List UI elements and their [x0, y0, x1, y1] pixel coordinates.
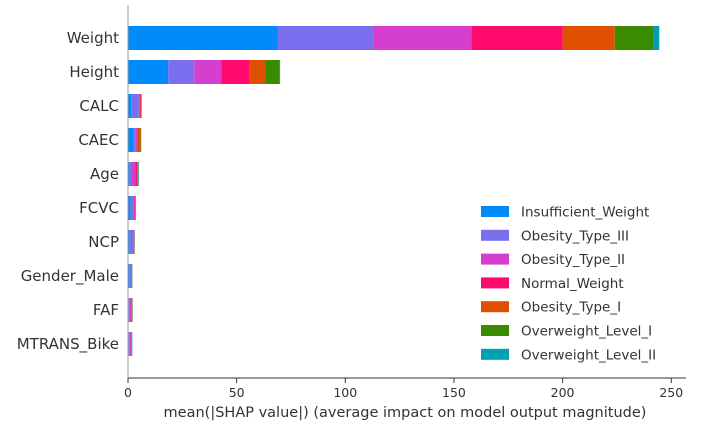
bar-Gender_Male-Obesity_Type_II	[131, 264, 132, 288]
feature-label: FCVC	[79, 199, 119, 217]
feature-label: Height	[69, 63, 119, 81]
bar-FAF-Obesity_Type_II	[129, 298, 132, 322]
legend-swatch	[481, 325, 509, 336]
bar-CALC-Normal_Weight	[139, 94, 141, 118]
legend-swatch	[481, 348, 509, 360]
bar-CAEC-Normal_Weight	[137, 128, 138, 152]
bar-Age-Overweight_Level_I	[137, 162, 139, 186]
bar-Age-Obesity_Type_III	[129, 162, 132, 186]
bar-FCVC-Obesity_Type_III	[130, 196, 134, 220]
bar-Age-Obesity_Type_II	[131, 162, 136, 186]
bar-FCVC-Insufficient_Weight	[128, 196, 131, 220]
feature-label: CALC	[79, 97, 119, 115]
bar-NCP-Obesity_Type_III	[129, 230, 134, 254]
feature-label: FAF	[93, 301, 119, 319]
legend-label: Obesity_Type_I	[521, 300, 621, 316]
feature-label: Gender_Male	[21, 267, 119, 286]
bar-CAEC-Obesity_Type_I	[137, 128, 141, 152]
bar-MTRANS_Bike-Obesity_Type_II	[129, 332, 132, 356]
x-tick-label: 200	[551, 385, 575, 400]
bar-Gender_Male-Obesity_Type_III	[129, 264, 132, 288]
x-axis-label: mean(|SHAP value|) (average impact on mo…	[164, 405, 647, 421]
bar-CAEC-Obesity_Type_II	[135, 128, 138, 152]
bar-Height-Obesity_Type_III	[168, 60, 195, 84]
legend-swatch	[481, 206, 509, 217]
bar-Age-Insufficient_Weight	[128, 162, 130, 186]
bar-NCP-Obesity_Type_II	[133, 230, 135, 254]
bar-Gender_Male-Insufficient_Weight	[128, 264, 130, 288]
bar-Age-Obesity_Type_I	[137, 162, 138, 186]
legend-swatch	[481, 277, 509, 289]
bar-CALC-Obesity_Type_III	[131, 94, 139, 118]
bar-Height-Normal_Weight	[221, 60, 250, 84]
legend-swatch	[481, 253, 509, 265]
bar-FAF-Obesity_Type_III	[128, 298, 130, 322]
bar-Height-Obesity_Type_I	[249, 60, 266, 84]
bar-Weight-Overweight_Level_II	[653, 26, 660, 50]
legend-label: Overweight_Level_II	[521, 347, 656, 363]
legend-label: Overweight_Level_I	[521, 324, 652, 340]
legend-label: Obesity_Type_II	[521, 252, 625, 268]
feature-labels: Weight Height CALC CAEC Age FCVC NCP Gender_Mal…	[17, 29, 119, 354]
x-tick-label: 50	[229, 385, 245, 400]
bar-CALC-Obesity_Type_II	[138, 94, 140, 118]
feature-label: Age	[90, 165, 119, 183]
bar-CALC-Insufficient_Weight	[128, 94, 132, 118]
bar-CAEC-Obesity_Type_III	[133, 128, 136, 152]
feature-label: CAEC	[78, 131, 119, 149]
legend-label: Normal_Weight	[521, 276, 624, 292]
bar-Height-Insufficient_Weight	[128, 60, 169, 84]
legend: Insufficient_Weight Obesity_Type_III Obesi…	[481, 205, 656, 363]
bar-Height-Obesity_Type_II	[194, 60, 222, 84]
legend-label: Obesity_Type_III	[521, 228, 629, 244]
bar-Weight-Normal_Weight	[471, 26, 563, 50]
bar-Weight-Overweight_Level_I	[614, 26, 654, 50]
bar-layer	[128, 26, 660, 356]
feature-label: NCP	[88, 233, 119, 251]
bar-Weight-Insufficient_Weight	[128, 26, 278, 50]
x-tick-label: 0	[124, 385, 132, 400]
x-tick-label: 150	[442, 385, 466, 400]
bar-NCP-Insufficient_Weight	[128, 230, 130, 254]
bar-CAEC-Insufficient_Weight	[128, 128, 134, 152]
legend-swatch	[481, 229, 509, 241]
x-tick-label: 100	[333, 385, 357, 400]
legend-label: Insufficient_Weight	[521, 205, 649, 221]
bar-Height-Overweight_Level_I	[265, 60, 280, 84]
bar-Weight-Obesity_Type_I	[562, 26, 615, 50]
bar-MTRANS_Bike-Obesity_Type_III	[128, 332, 130, 356]
x-tick-label: 250	[659, 385, 683, 400]
feature-label: MTRANS_Bike	[17, 335, 119, 354]
bar-Age-Normal_Weight	[135, 162, 138, 186]
legend-swatch	[481, 301, 509, 313]
bar-Weight-Obesity_Type_II	[373, 26, 472, 50]
bar-Height-Overweight_Level_II	[279, 60, 281, 84]
bar-Weight-Obesity_Type_III	[277, 26, 374, 50]
feature-label: Weight	[67, 29, 119, 47]
bar-FCVC-Obesity_Type_II	[133, 196, 135, 220]
x-axis-ticks: 0 50 100 150 200 250	[124, 378, 683, 400]
